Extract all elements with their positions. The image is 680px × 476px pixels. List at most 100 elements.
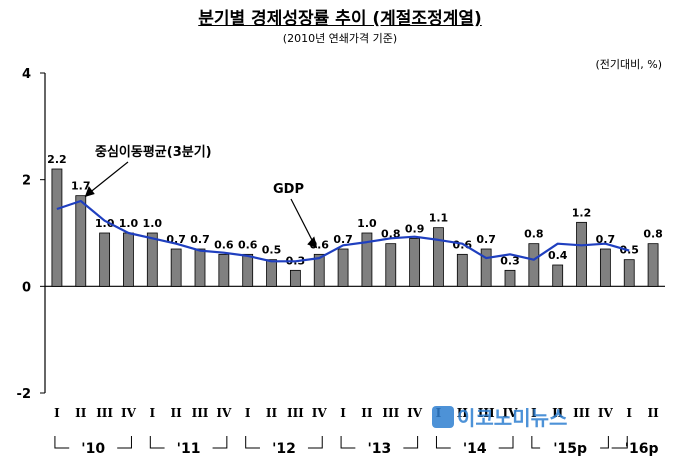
year-bracket (531, 436, 541, 449)
data-label: 0.7 (596, 233, 616, 246)
x-tick-label: I (245, 406, 251, 420)
annotation-arrow-head (84, 186, 95, 197)
x-tick-label: III (382, 406, 399, 420)
bar (361, 232, 373, 287)
bar (123, 232, 134, 287)
bar (552, 264, 564, 287)
annotation-arrow-line (86, 161, 129, 196)
year-label: '13 (367, 441, 391, 457)
bar (99, 232, 111, 287)
y-tick-label: 0 (22, 280, 31, 295)
data-label: 0.7 (333, 233, 353, 246)
data-label: 0.8 (524, 228, 544, 241)
x-tick-label: IV (121, 406, 137, 420)
x-tick-label: I (626, 406, 632, 420)
x-tick-label: II (75, 406, 87, 420)
y-tick-label: 4 (22, 67, 31, 82)
moving-average-line (56, 199, 630, 263)
data-label: 0.9 (405, 222, 425, 235)
year-bracket (54, 436, 70, 449)
year-bracket (117, 436, 132, 449)
annotation-gdp: GDP (273, 182, 304, 197)
data-label: 1.0 (119, 217, 139, 230)
year-bracket (212, 436, 228, 449)
annotation-arrow-head (307, 236, 318, 249)
x-tick-label: II (552, 406, 564, 420)
year-label: '11 (177, 441, 201, 457)
y-tick-label: 2 (22, 174, 31, 189)
year-bracket (307, 436, 323, 449)
year-bracket (435, 436, 451, 449)
bar (385, 243, 397, 287)
bar (242, 253, 254, 287)
year-bracket (600, 436, 609, 449)
data-label: 0.7 (476, 233, 496, 246)
bar (623, 259, 635, 287)
data-label: 0.8 (643, 228, 663, 241)
x-tick-label: III (478, 406, 495, 420)
data-label: 0.7 (190, 233, 210, 246)
bar (313, 253, 325, 287)
year-bracket (611, 436, 628, 449)
bar (51, 168, 63, 287)
annotation-arrow-line (290, 198, 316, 247)
chart-subtitle: (2010년 연쇄가격 기준) (282, 32, 398, 45)
x-tick-label: III (96, 406, 113, 420)
x-tick-label: I (531, 406, 537, 420)
data-label: 1.0 (143, 217, 163, 230)
y-tick-label: -2 (17, 387, 31, 402)
bar (266, 259, 277, 287)
x-tick-label: IV (503, 406, 519, 420)
chart-title: 분기별 경제성장률 추이 (계절조정계열) (198, 9, 482, 29)
year-bracket (149, 436, 165, 449)
bar (480, 248, 492, 287)
year-label: '15p (553, 441, 587, 457)
watermark: 이코노미뉴스 (432, 402, 567, 431)
annotation-moving-average: 중심이동평균(3분기) (95, 144, 212, 160)
x-tick-label: I (149, 406, 155, 420)
x-tick-label: IV (407, 406, 423, 420)
data-label: 0.4 (548, 249, 568, 262)
data-label: 0.6 (214, 238, 234, 251)
data-label: 1.0 (95, 217, 115, 230)
bar (146, 232, 158, 287)
x-tick-label: III (287, 406, 304, 420)
year-bracket (340, 436, 356, 449)
bar (433, 227, 444, 287)
data-label: 1.7 (71, 180, 91, 193)
bar (337, 248, 349, 287)
data-label: 0.6 (238, 238, 258, 251)
bar (75, 195, 87, 287)
year-label: '12 (272, 441, 296, 457)
year-bracket (403, 436, 419, 449)
x-tick-label: IV (312, 406, 328, 420)
x-tick-label: IV (216, 406, 232, 420)
data-label: 1.2 (572, 206, 592, 219)
bar (170, 248, 182, 287)
x-tick-label: II (171, 406, 183, 420)
data-label: 0.5 (262, 244, 282, 257)
x-tick-label: II (361, 406, 373, 420)
watermark-logo-icon (432, 405, 454, 428)
bar (599, 248, 611, 287)
bar (409, 237, 421, 287)
year-label: '10 (81, 441, 105, 457)
bar (289, 269, 301, 287)
bar (576, 221, 587, 287)
bar (456, 253, 468, 287)
x-tick-label: III (192, 406, 209, 420)
year-label: '14 (463, 441, 487, 457)
data-label: 1.1 (429, 212, 449, 225)
data-label: 2.2 (47, 153, 67, 166)
x-tick-label: I (54, 406, 60, 420)
x-tick-label: II (647, 406, 659, 420)
year-label: '16p (625, 441, 659, 457)
data-label: 0.3 (500, 254, 520, 267)
watermark-text: 이코노미뉴스 (457, 406, 568, 430)
unit-label: (전기대비, %) (595, 58, 662, 71)
x-tick-label: IV (598, 406, 614, 420)
x-tick-label: II (457, 406, 469, 420)
x-tick-label: III (573, 406, 590, 420)
bar (647, 243, 659, 287)
